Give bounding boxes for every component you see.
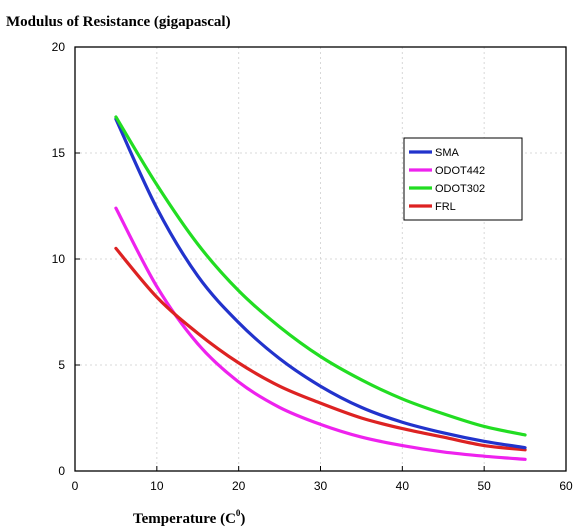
legend-label: FRL — [435, 201, 456, 213]
x-axis-label: Temperature (C0) — [133, 508, 245, 527]
x-tick-label: 60 — [559, 479, 573, 493]
x-axis-label-superscript: 0 — [236, 508, 241, 518]
y-tick-label: 10 — [52, 252, 66, 266]
grid — [75, 47, 566, 471]
x-tick-label: 30 — [314, 479, 328, 493]
y-tick-label: 0 — [58, 464, 65, 478]
legend-box — [403, 137, 523, 221]
legend-label: ODOT302 — [435, 183, 485, 195]
x-tick-label: 20 — [232, 479, 246, 493]
x-tick-label: 50 — [477, 479, 491, 493]
y-tick-label: 20 — [52, 40, 66, 54]
x-axis-label-close: ) — [240, 511, 245, 527]
x-axis-label-main: Temperature (C — [133, 511, 236, 527]
legend-label: SMA — [435, 147, 460, 159]
legend: SMA ODOT442 ODOT302 FRL — [409, 147, 485, 213]
series-line-frl — [114, 246, 527, 452]
tick-labels: 0 10 20 30 40 50 60 0 5 10 15 20 — [52, 40, 573, 493]
x-tick-label: 10 — [150, 479, 164, 493]
series-line-sma — [114, 117, 527, 450]
y-tick-label: 15 — [52, 146, 66, 160]
y-tick-label: 5 — [58, 358, 65, 372]
series-group — [114, 115, 527, 461]
series-line-odot302 — [114, 115, 527, 437]
y-axis-label: Modulus of Resistance (gigapascal) — [6, 14, 231, 30]
legend-label: ODOT442 — [435, 165, 485, 177]
x-tick-label: 40 — [396, 479, 410, 493]
x-tick-label: 0 — [72, 479, 79, 493]
